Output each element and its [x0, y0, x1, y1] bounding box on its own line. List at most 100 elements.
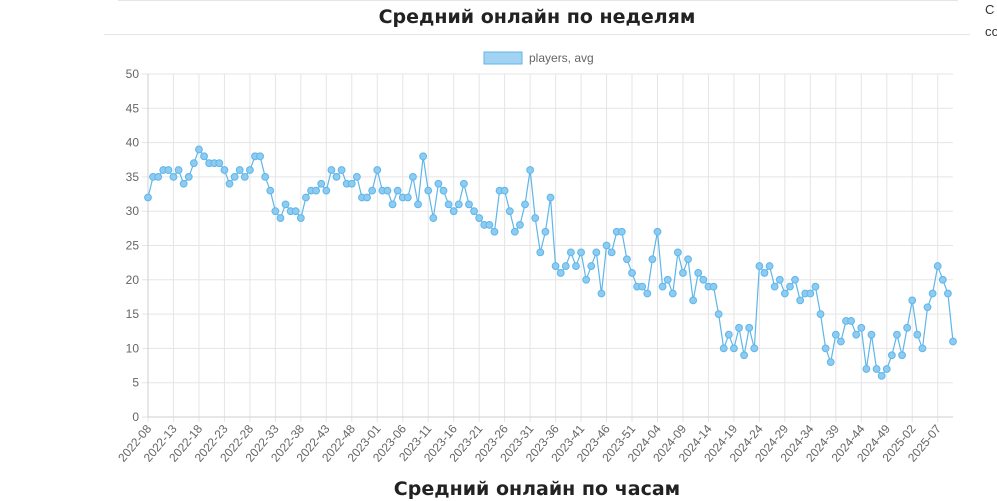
data-point[interactable] [923, 303, 932, 312]
data-point[interactable] [556, 269, 565, 277]
data-point[interactable] [174, 166, 183, 174]
data-point[interactable] [459, 179, 468, 188]
data-point[interactable] [679, 269, 687, 277]
data-point[interactable] [867, 330, 876, 339]
data-point[interactable] [658, 282, 667, 291]
data-point[interactable] [566, 248, 575, 257]
data-point[interactable] [485, 221, 494, 229]
data-point[interactable] [719, 344, 728, 353]
data-point[interactable] [796, 296, 805, 305]
data-point[interactable] [791, 275, 799, 284]
data-point[interactable] [312, 186, 321, 195]
data-point[interactable] [144, 193, 152, 202]
data-point[interactable] [215, 159, 224, 168]
data-point[interactable] [684, 255, 692, 264]
data-point[interactable] [709, 282, 718, 291]
data-point[interactable] [740, 351, 749, 360]
data-point[interactable] [189, 159, 198, 168]
data-point[interactable] [373, 166, 382, 174]
data-point[interactable] [516, 221, 524, 229]
data-point[interactable] [184, 173, 193, 181]
data-point[interactable] [409, 173, 417, 181]
data-point[interactable] [444, 200, 453, 209]
data-point[interactable] [648, 255, 657, 264]
legend[interactable]: players, avg [483, 51, 594, 65]
data-point[interactable] [668, 289, 677, 298]
data-point[interactable] [638, 282, 647, 291]
data-point[interactable] [602, 241, 611, 250]
legend-swatch[interactable] [483, 51, 523, 65]
data-point[interactable] [893, 330, 901, 339]
data-point[interactable] [536, 248, 545, 257]
data-point[interactable] [225, 179, 234, 188]
data-point[interactable] [872, 365, 881, 373]
data-point[interactable] [735, 323, 743, 332]
data-point[interactable] [510, 227, 519, 236]
data-point[interactable] [653, 227, 662, 236]
data-point[interactable] [786, 282, 794, 291]
data-point[interactable] [663, 275, 672, 284]
data-point[interactable] [388, 200, 397, 209]
data-point[interactable] [847, 317, 856, 325]
data-point[interactable] [617, 227, 626, 236]
data-point[interactable] [949, 337, 957, 346]
data-point[interactable] [490, 227, 499, 236]
data-point[interactable] [551, 262, 560, 270]
data-point[interactable] [434, 179, 443, 188]
data-point[interactable] [750, 344, 759, 353]
data-point[interactable] [587, 262, 596, 270]
data-point[interactable] [862, 365, 871, 373]
data-point[interactable] [806, 289, 815, 298]
data-point[interactable] [235, 166, 244, 174]
data-point[interactable] [826, 358, 835, 367]
data-point[interactable] [352, 173, 361, 181]
data-point[interactable] [429, 214, 438, 222]
data-point[interactable] [908, 296, 917, 305]
data-point[interactable] [475, 214, 484, 222]
data-point[interactable] [699, 275, 708, 284]
data-point[interactable] [821, 344, 830, 353]
data-point[interactable] [714, 310, 723, 319]
data-point[interactable] [903, 323, 912, 332]
data-point[interactable] [760, 269, 769, 277]
data-point[interactable] [933, 262, 942, 270]
data-point[interactable] [852, 330, 861, 339]
data-point[interactable] [607, 248, 616, 257]
data-point[interactable] [266, 186, 275, 195]
data-point[interactable] [347, 179, 356, 188]
data-point[interactable] [245, 166, 254, 174]
data-point[interactable] [765, 262, 774, 270]
data-point[interactable] [561, 262, 570, 270]
data-point[interactable] [623, 255, 631, 264]
data-point[interactable] [816, 310, 825, 319]
data-point[interactable] [240, 173, 249, 181]
data-point[interactable] [938, 275, 947, 284]
data-point[interactable] [724, 330, 733, 339]
data-point[interactable] [302, 193, 310, 202]
data-point[interactable] [271, 207, 280, 216]
data-point[interactable] [592, 248, 601, 257]
data-point[interactable] [572, 262, 580, 270]
data-point[interactable] [368, 186, 377, 195]
data-point[interactable] [164, 166, 173, 174]
data-point[interactable] [154, 173, 163, 181]
data-point[interactable] [898, 351, 906, 360]
data-point[interactable] [857, 323, 866, 332]
data-point[interactable] [643, 289, 652, 298]
data-point[interactable] [281, 200, 290, 209]
data-point[interactable] [179, 179, 188, 188]
data-point[interactable] [470, 207, 478, 216]
data-point[interactable] [546, 193, 555, 202]
data-point[interactable] [256, 152, 264, 161]
data-point[interactable] [887, 351, 896, 360]
data-point[interactable] [745, 323, 754, 332]
data-point[interactable] [383, 186, 392, 195]
data-point[interactable] [730, 344, 738, 353]
data-point[interactable] [831, 330, 840, 339]
data-point[interactable] [913, 330, 922, 339]
data-point[interactable] [689, 296, 698, 305]
data-point[interactable] [577, 248, 585, 257]
data-point[interactable] [393, 186, 402, 195]
data-point[interactable] [928, 289, 937, 298]
data-point[interactable] [296, 214, 305, 222]
